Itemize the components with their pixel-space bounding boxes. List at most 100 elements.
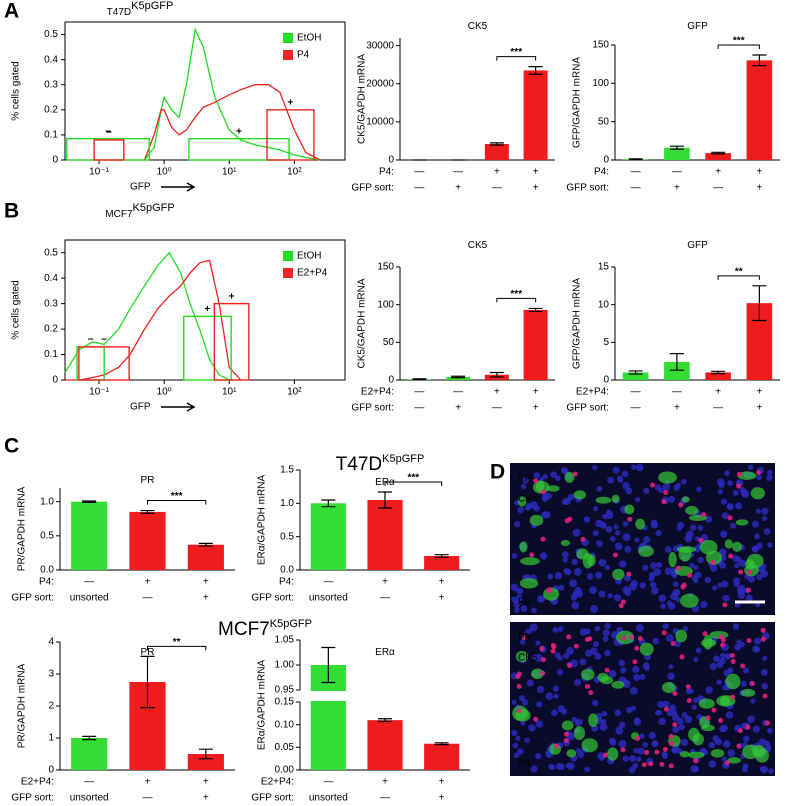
red-nucleus <box>679 654 685 660</box>
condition-cell: + <box>756 387 762 398</box>
nucleus <box>524 505 531 511</box>
green-cell <box>515 651 529 663</box>
red-nucleus <box>698 537 704 543</box>
bar <box>664 361 690 380</box>
nucleus <box>552 627 559 633</box>
y-tick-label: 0.0 <box>280 565 294 576</box>
nucleus <box>675 482 682 488</box>
y-tick-label: 0.5 <box>280 531 294 542</box>
nucleus <box>569 579 578 588</box>
micrograph-label: CK5 <box>518 494 538 505</box>
nucleus <box>737 584 746 593</box>
red-nucleus <box>540 670 546 676</box>
nucleus <box>622 680 631 688</box>
nucleus <box>618 560 627 568</box>
red-nucleus <box>701 512 707 518</box>
nucleus <box>554 572 563 580</box>
nucleus <box>520 483 527 490</box>
error-bar <box>140 509 155 514</box>
nucleus <box>693 578 699 584</box>
y-tick-label: 1.0 <box>40 496 54 507</box>
condition-cell: — <box>631 167 641 178</box>
condition-label: GFP sort: <box>351 183 394 194</box>
nucleus <box>604 565 610 571</box>
condition-cell: + <box>203 793 209 804</box>
y-tick-label: 0.2 <box>44 104 58 115</box>
nucleus <box>761 515 768 522</box>
legend-label: P4 <box>297 50 310 61</box>
condition-label: GFP sort: <box>11 593 54 604</box>
nucleus <box>685 688 692 695</box>
nucleus <box>633 747 639 754</box>
y-axis-label: GFP/GAPDH mRNA <box>572 57 583 148</box>
green-cell <box>698 698 715 709</box>
gate-label: + <box>205 304 211 315</box>
nucleus <box>708 741 716 749</box>
legend-swatch <box>283 268 293 278</box>
nucleus <box>758 738 766 746</box>
chart-title: ERα <box>375 477 395 488</box>
y-tick-label: 0.05 <box>275 742 295 753</box>
nucleus <box>724 653 731 660</box>
red-nucleus <box>676 565 682 571</box>
nucleus <box>605 509 613 516</box>
nucleus <box>512 742 519 749</box>
x-tick-label: 10⁰ <box>157 387 172 398</box>
condition-label: P4: <box>279 577 294 588</box>
red-nucleus <box>685 684 691 690</box>
condition-cell: — <box>631 183 641 194</box>
red-nucleus <box>563 731 569 737</box>
condition-label: E2+P4: <box>261 777 294 788</box>
red-nucleus <box>727 515 733 521</box>
nucleus <box>717 582 723 588</box>
error-bar <box>378 491 392 509</box>
nucleus <box>519 639 526 645</box>
nucleus <box>561 551 569 558</box>
gate <box>266 109 315 161</box>
red-nucleus <box>539 646 545 652</box>
nucleus <box>584 628 591 635</box>
nucleus <box>520 605 528 612</box>
error-bar <box>628 158 643 161</box>
error-bar <box>451 375 466 379</box>
red-nucleus <box>584 683 590 689</box>
green-cell <box>675 629 688 643</box>
nucleus <box>693 564 699 571</box>
nucleus <box>747 715 755 723</box>
nucleus <box>517 506 524 514</box>
y-tick-label: 0.1 <box>44 130 58 141</box>
condition-cell: + <box>533 403 539 414</box>
red-nucleus <box>762 693 768 699</box>
y-tick-label: 0 <box>52 155 58 166</box>
legend-swatch <box>283 33 293 43</box>
nucleus <box>651 521 658 529</box>
nucleus <box>520 720 526 726</box>
chart-title: CK5 <box>468 21 488 32</box>
green-cell <box>688 727 700 742</box>
bar <box>310 503 346 570</box>
nucleus <box>761 682 769 690</box>
nucleus <box>652 637 659 645</box>
x-tick-label: 10¹ <box>222 167 237 178</box>
red-nucleus <box>711 707 717 713</box>
nucleus <box>510 729 518 737</box>
nucleus <box>553 693 559 699</box>
error-bar <box>82 735 97 741</box>
green-cell <box>517 496 527 507</box>
condition-cell: — <box>713 183 723 194</box>
y-tick-label: 0.3 <box>44 79 58 90</box>
y-tick-label: 10 <box>598 299 610 310</box>
nucleus <box>760 765 769 774</box>
bar <box>705 153 731 160</box>
nucleus <box>727 749 736 757</box>
nucleus <box>716 679 722 686</box>
nucleus <box>600 521 606 528</box>
section-sup: K5pGFP <box>382 453 424 465</box>
chart-title: CK5 <box>468 240 488 251</box>
red-nucleus <box>540 489 546 495</box>
condition-label: GFP sort: <box>351 403 394 414</box>
red-nucleus <box>563 737 569 743</box>
series-line <box>143 27 321 161</box>
y-tick-label: 0 <box>388 155 394 166</box>
condition-cell: + <box>439 777 445 788</box>
